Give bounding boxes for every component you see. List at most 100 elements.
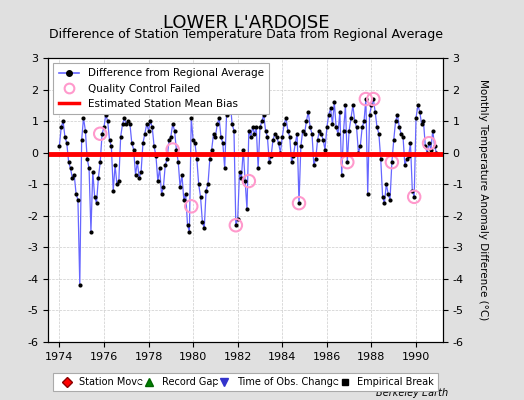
Point <box>352 124 361 131</box>
Point <box>187 115 195 121</box>
Point <box>128 140 136 146</box>
Point <box>245 127 253 134</box>
Point <box>317 130 325 137</box>
Point <box>373 124 381 131</box>
Point <box>213 121 222 128</box>
Point <box>196 194 205 200</box>
Point <box>293 130 301 137</box>
Point <box>276 150 285 156</box>
Point <box>384 190 392 197</box>
Point <box>313 137 322 143</box>
Point <box>208 146 216 153</box>
Point <box>124 118 132 124</box>
Point <box>83 156 91 162</box>
Point <box>132 172 140 178</box>
Point <box>172 146 181 153</box>
Point <box>118 121 127 128</box>
Point <box>129 146 138 153</box>
Point <box>332 124 341 131</box>
Point <box>319 137 328 143</box>
Point <box>330 99 339 105</box>
Point <box>367 102 376 108</box>
Point <box>425 140 433 146</box>
Point <box>202 187 210 194</box>
Point <box>55 143 63 150</box>
Point <box>89 168 97 175</box>
Point <box>419 118 428 124</box>
Point <box>137 168 145 175</box>
Point <box>306 124 314 131</box>
Point <box>215 115 223 121</box>
Point <box>228 121 236 128</box>
Point <box>412 115 420 121</box>
Point <box>159 184 168 190</box>
Point <box>326 105 335 112</box>
Point <box>92 200 101 206</box>
Point <box>176 184 184 190</box>
Point <box>100 124 108 131</box>
Point <box>79 115 88 121</box>
Point <box>135 175 144 181</box>
Point <box>271 130 279 137</box>
Point <box>152 153 160 159</box>
Point <box>351 118 359 124</box>
Point <box>243 206 251 213</box>
Point <box>340 127 348 134</box>
Point <box>323 124 331 131</box>
Point <box>388 159 396 165</box>
Point <box>85 165 93 172</box>
Point <box>362 96 370 102</box>
Text: LOWER L'ARDOISE: LOWER L'ARDOISE <box>163 14 330 32</box>
Point <box>258 118 266 124</box>
Point <box>369 96 377 102</box>
Point <box>133 159 141 165</box>
Point <box>418 121 426 128</box>
Point <box>299 127 307 134</box>
Point <box>180 197 188 203</box>
Point <box>224 102 233 108</box>
Point <box>183 222 192 228</box>
Y-axis label: Monthly Temperature Anomaly Difference (°C): Monthly Temperature Anomaly Difference (… <box>477 79 487 321</box>
Point <box>360 118 368 124</box>
Point <box>416 108 424 115</box>
Point <box>280 121 288 128</box>
Point <box>421 143 430 150</box>
Point <box>205 156 214 162</box>
Point <box>302 118 311 124</box>
Point <box>263 134 271 140</box>
Point <box>210 130 218 137</box>
Point <box>399 134 407 140</box>
Point <box>116 134 125 140</box>
Point <box>275 140 283 146</box>
Point <box>111 162 119 168</box>
Point <box>62 140 71 146</box>
Point <box>189 137 198 143</box>
Point <box>295 200 303 206</box>
Point <box>232 222 240 228</box>
Point <box>167 134 175 140</box>
Point <box>388 159 396 165</box>
Point <box>429 127 437 134</box>
Point <box>265 159 274 165</box>
Point <box>219 140 227 146</box>
Point <box>239 146 247 153</box>
Point <box>380 200 389 206</box>
Text: Berkeley Earth: Berkeley Earth <box>376 388 448 398</box>
Point <box>161 162 169 168</box>
Point <box>386 197 394 203</box>
Point <box>74 197 82 203</box>
Legend: Station Move, Record Gap, Time of Obs. Change, Empirical Break: Station Move, Record Gap, Time of Obs. C… <box>53 373 438 391</box>
Point <box>234 216 242 222</box>
Point <box>194 181 203 188</box>
Point <box>410 194 418 200</box>
Point <box>321 146 329 153</box>
Point <box>78 137 86 143</box>
Point <box>139 140 147 146</box>
Point <box>348 102 357 108</box>
Point <box>300 130 309 137</box>
Legend: Difference from Regional Average, Quality Control Failed, Estimated Station Mean: Difference from Regional Average, Qualit… <box>53 63 269 114</box>
Point <box>70 172 79 178</box>
Point <box>423 150 431 156</box>
Point <box>365 112 374 118</box>
Point <box>432 150 441 156</box>
